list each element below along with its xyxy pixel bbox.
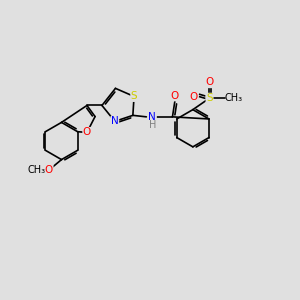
Text: H: H (149, 120, 156, 130)
Text: N: N (148, 112, 156, 122)
Text: N: N (111, 116, 119, 126)
Text: O: O (171, 91, 179, 101)
Text: O: O (189, 92, 197, 102)
Text: CH₃: CH₃ (27, 165, 45, 175)
Text: O: O (83, 128, 91, 137)
Text: S: S (131, 92, 137, 101)
Text: S: S (206, 93, 213, 103)
Text: CH₃: CH₃ (225, 93, 243, 103)
Text: O: O (205, 77, 214, 87)
Text: O: O (45, 165, 53, 175)
